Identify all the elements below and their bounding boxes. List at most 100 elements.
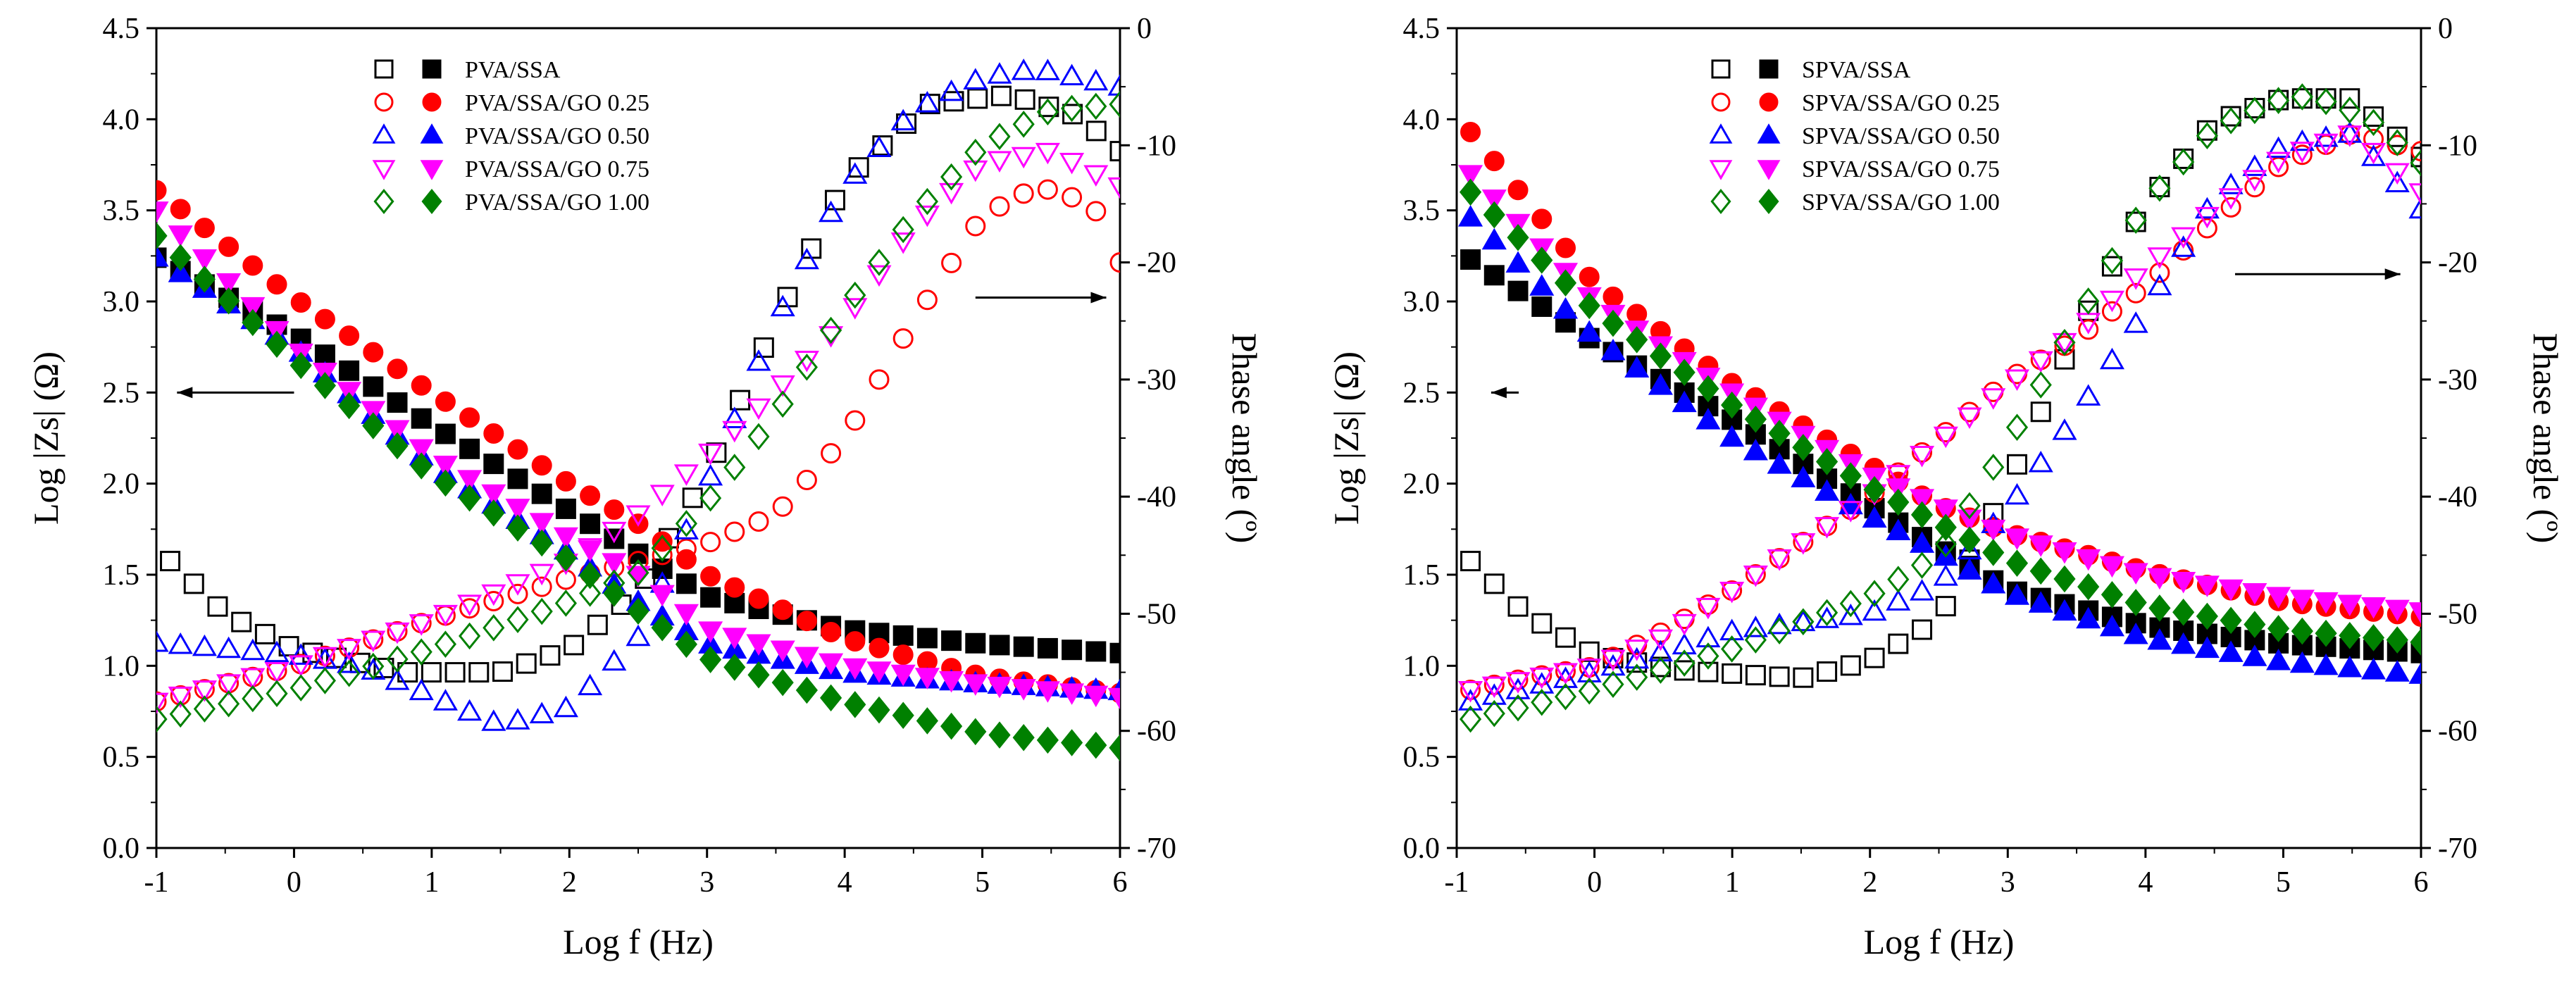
phase-point <box>1062 104 1083 125</box>
magnitude-point <box>1815 479 1840 501</box>
phase-point <box>1083 68 1109 91</box>
y-left-tick-label: 2.5 <box>103 377 140 409</box>
y-left-tick-label: 4.0 <box>1403 104 1441 136</box>
phase-point <box>866 265 892 287</box>
phase-point <box>1062 187 1083 208</box>
phase-point <box>529 563 554 586</box>
magnitude-point <box>1531 296 1553 317</box>
phase-point <box>2289 142 2315 163</box>
magnitude-point <box>2171 632 2196 654</box>
magnitude-point <box>2101 581 2124 609</box>
phase-point <box>1744 626 1767 654</box>
magnitude-point <box>2242 644 2267 666</box>
phase-point <box>1909 579 1935 601</box>
phase-point <box>1458 680 1483 703</box>
phase-point <box>2244 96 2266 125</box>
legend-filled-marker <box>1757 123 1781 144</box>
y-left-tick-label: 3.0 <box>1403 286 1441 318</box>
phase-point <box>1603 647 1624 668</box>
magnitude-point <box>1483 265 1505 286</box>
phase-point <box>1792 608 1815 636</box>
magnitude-point <box>579 561 602 590</box>
phase-point <box>530 597 553 625</box>
y-left-tick-label: 4.5 <box>103 13 140 45</box>
phase-point <box>2313 125 2339 147</box>
magnitude-point <box>363 376 384 397</box>
phase-point <box>2171 235 2196 257</box>
magnitude-point <box>1648 373 1673 395</box>
phase-point <box>1793 667 1814 688</box>
phase-point <box>1012 111 1035 138</box>
phase-point <box>2384 163 2410 185</box>
phase-point <box>183 573 204 594</box>
phase-point <box>1035 142 1060 165</box>
legend-filled-marker <box>1759 92 1779 112</box>
arrow-head-icon <box>2384 268 2401 280</box>
phase-point <box>2218 188 2244 210</box>
phase-point <box>2053 328 2076 356</box>
phase-point <box>2006 363 2027 385</box>
legend-filled-marker <box>421 189 442 214</box>
left-chart-panel: -1 0 1 2 3 4 5 60.00.51.01.52.02.53.03.54.04.5-… <box>26 13 1264 961</box>
phase-point <box>1109 252 1120 273</box>
phase-point <box>361 630 386 652</box>
series-pva-ssa-go-1-00 <box>156 90 1120 762</box>
phase-point <box>1553 666 1579 688</box>
phase-point <box>459 622 481 650</box>
magnitude-point <box>795 676 818 704</box>
phase-point <box>2267 87 2290 114</box>
magnitude-point <box>626 566 651 587</box>
phase-point <box>1531 613 1553 634</box>
magnitude-point <box>290 292 311 313</box>
magnitude-point <box>796 611 817 632</box>
magnitude-point <box>988 721 1011 749</box>
phase-point <box>1981 388 2006 410</box>
phase-point <box>1933 426 1958 449</box>
magnitude-point <box>1529 274 1555 296</box>
magnitude-point <box>2004 528 2030 550</box>
magnitude-point <box>1483 201 1505 229</box>
phase-point <box>2078 319 2099 340</box>
phase-point <box>753 337 774 358</box>
magnitude-point <box>1085 641 1107 662</box>
magnitude-point <box>939 670 964 693</box>
magnitude-point <box>675 630 697 659</box>
y-right-tick-label: -20 <box>1137 247 1176 280</box>
magnitude-point <box>604 499 625 520</box>
magnitude-point <box>529 513 554 535</box>
magnitude-point <box>385 420 410 442</box>
legend-filled-marker <box>422 92 442 112</box>
y-right-tick-label: -60 <box>1137 716 1176 748</box>
magnitude-point <box>1887 488 1910 516</box>
phase-point <box>242 685 264 713</box>
phase-point <box>564 635 585 656</box>
phase-point <box>2030 401 2051 423</box>
phase-point <box>1554 682 1577 711</box>
phase-point <box>842 298 868 320</box>
magnitude-point <box>361 401 386 423</box>
legend-filled-marker <box>1758 189 1779 214</box>
magnitude-point <box>1011 679 1036 701</box>
phase-point <box>1839 590 1862 618</box>
legend-open-marker <box>374 59 394 79</box>
x-axis-title: Log f (Hz) <box>563 922 714 961</box>
legend-open-marker <box>1711 92 1731 112</box>
x-tick-label: 1 <box>1725 866 1740 899</box>
magnitude-point <box>2242 583 2267 605</box>
phase-point <box>890 232 916 254</box>
phase-point <box>2242 154 2267 176</box>
phase-point <box>1083 165 1109 187</box>
magnitude-point <box>554 544 577 572</box>
phase-point <box>1505 672 1531 694</box>
magnitude-point <box>2052 599 2077 621</box>
phase-point <box>1909 445 1935 468</box>
y-right-tick-label: 0 <box>2438 13 2453 45</box>
x-tick-label: 2 <box>562 866 577 899</box>
phase-point <box>1626 663 1648 691</box>
y-left-tick-label: 4.5 <box>1403 13 1441 45</box>
phase-point <box>2339 96 2361 124</box>
magnitude-point <box>2337 655 2363 678</box>
magnitude-point <box>2077 573 2100 601</box>
magnitude-point <box>433 455 458 478</box>
legend-label: PVA/SSA/GO 0.25 <box>465 90 649 116</box>
